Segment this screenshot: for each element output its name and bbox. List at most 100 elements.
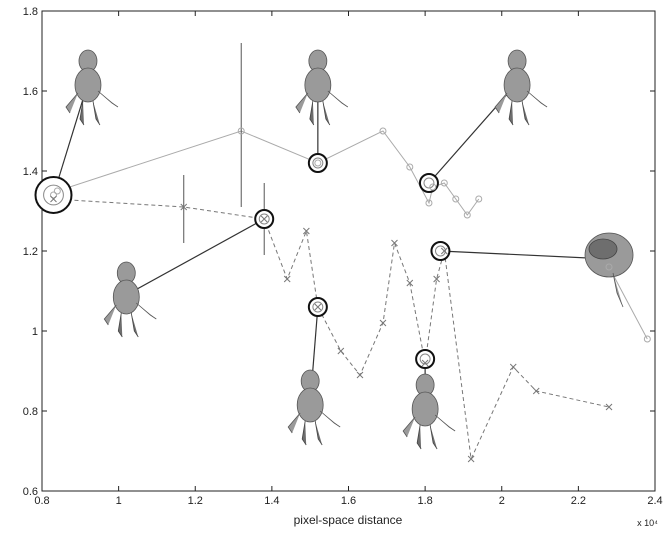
- highlight-connector: [440, 250, 610, 260]
- figure-torso: [411, 391, 439, 427]
- x-tick-label: 1.6: [341, 495, 356, 507]
- figure-torso: [503, 67, 531, 103]
- series-line-2: [53, 198, 610, 461]
- figure-leg: [521, 100, 530, 126]
- highlight-connector: [125, 218, 265, 296]
- figure-leg: [314, 420, 323, 446]
- figure-arm: [402, 416, 416, 438]
- data-point-circle: [643, 335, 651, 343]
- highlight-inner: [312, 157, 324, 169]
- highlight-ring: [307, 153, 328, 173]
- x-tick-label: 0.8: [34, 495, 49, 507]
- data-point-circle: [463, 211, 471, 219]
- x-multiplier-label: x 10⁴: [637, 518, 658, 528]
- figure-arm: [526, 90, 548, 108]
- figure-hair: [588, 238, 618, 260]
- data-point-circle: [425, 199, 433, 207]
- highlight-inner: [43, 184, 64, 206]
- figure-torso: [296, 387, 324, 423]
- series-line-1: [53, 130, 480, 216]
- data-point-x: [180, 203, 188, 211]
- data-point-x: [303, 227, 310, 235]
- data-point-x: [314, 303, 322, 311]
- data-point-x: [260, 215, 268, 223]
- data-point-x: [356, 371, 364, 379]
- figure-pose: [65, 49, 119, 126]
- highlight-inner: [312, 301, 324, 313]
- data-point-circle: [237, 127, 245, 135]
- x-tick-label: 1.2: [188, 495, 203, 507]
- data-point-circle: [53, 187, 61, 195]
- series-layer: [53, 130, 648, 461]
- figure-leg: [79, 100, 85, 126]
- figure-arm: [136, 302, 157, 320]
- figure-leg: [301, 420, 307, 446]
- highlight-inner: [435, 245, 446, 257]
- figure-pose: [103, 261, 157, 338]
- data-point-x: [532, 387, 540, 395]
- y-tick-label: 1.6: [23, 86, 38, 98]
- highlight-ring: [430, 241, 451, 261]
- x-tick-label: 1: [116, 495, 122, 507]
- highlight-ring: [34, 176, 73, 214]
- figure-arm: [319, 410, 341, 428]
- figure-arm: [295, 92, 309, 114]
- data-point-x: [605, 403, 613, 411]
- x-tick-label: 1.4: [264, 495, 279, 507]
- data-point-x: [509, 363, 517, 371]
- x-axis-label: pixel-space distance: [294, 513, 403, 527]
- points-layer: [49, 127, 651, 463]
- figure-leg: [130, 312, 139, 338]
- highlight-ring: [418, 173, 439, 193]
- data-point-circle: [49, 191, 57, 199]
- x-tick-label: 2.4: [647, 495, 662, 507]
- data-point-circle: [406, 163, 414, 171]
- y-tick-label: 1.4: [23, 166, 38, 178]
- data-point-circle: [314, 159, 322, 167]
- data-point-x: [379, 319, 387, 327]
- data-point-circle: [475, 195, 483, 203]
- y-tick-label: 1.2: [23, 246, 38, 258]
- data-point-x: [433, 275, 440, 283]
- data-point-x: [406, 279, 414, 287]
- figure-arm: [327, 90, 349, 108]
- figure-pose: [584, 232, 634, 308]
- figure-torso: [74, 67, 102, 103]
- x-tick-label: 2: [499, 495, 505, 507]
- data-point-circle: [452, 195, 460, 203]
- figure-limb: [612, 272, 624, 308]
- data-point-x: [391, 239, 398, 247]
- highlight-connector: [52, 82, 89, 196]
- plot-frame: [41, 10, 656, 492]
- figure-leg: [117, 312, 123, 338]
- figure-arm: [287, 412, 301, 434]
- figure-leg: [322, 100, 331, 126]
- highlight-ring: [415, 349, 436, 369]
- data-point-circle: [440, 179, 448, 187]
- data-point-x: [283, 275, 291, 283]
- figure-pose: [494, 49, 548, 126]
- figure-arm: [103, 304, 117, 326]
- figure-torso: [112, 279, 140, 315]
- series-line-3: [608, 266, 648, 340]
- highlight-inner: [423, 177, 435, 189]
- x-tick-label: 1.8: [417, 495, 432, 507]
- figure-pose: [402, 373, 456, 450]
- data-point-x: [337, 347, 345, 355]
- figure-leg: [92, 100, 101, 126]
- data-point-x: [467, 455, 475, 463]
- tick-layer: 0.8 1 1.2 1.4 1.6 1.8 2 2.2 2.40.60.811.21.41.61…: [23, 6, 663, 507]
- figure-leg: [429, 424, 438, 450]
- data-point-circle: [379, 127, 387, 135]
- y-tick-label: 1: [32, 326, 38, 338]
- highlight-inner: [258, 213, 270, 225]
- figure-pose: [287, 369, 341, 446]
- figure-arm: [97, 90, 119, 108]
- figure-leg: [508, 100, 514, 126]
- data-point-circle: [605, 263, 613, 271]
- data-point-x: [440, 247, 448, 255]
- figure-arm: [494, 92, 508, 114]
- x-tick-label: 2.2: [571, 495, 586, 507]
- figure-leg: [416, 424, 422, 450]
